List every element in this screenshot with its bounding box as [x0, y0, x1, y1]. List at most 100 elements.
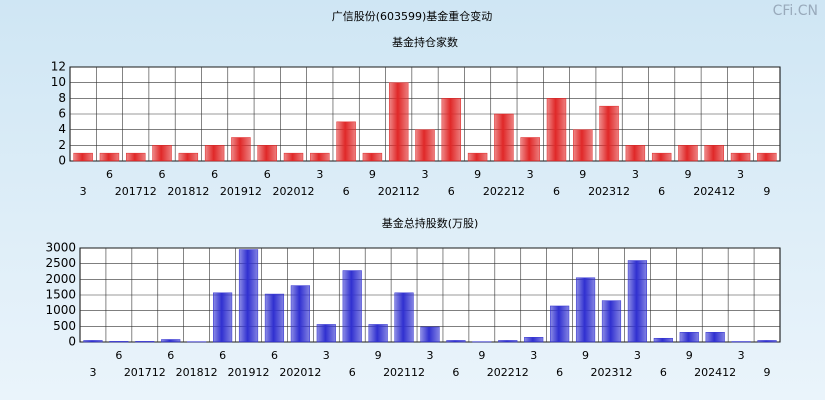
x-tick-label: 202312	[590, 366, 632, 379]
y-tick-label: 2000	[45, 272, 76, 286]
bar	[178, 152, 199, 162]
bar	[757, 152, 777, 162]
x-tick-label: 6	[211, 168, 218, 181]
bar	[730, 152, 751, 162]
bar	[446, 340, 466, 343]
x-tick-label: 6	[658, 185, 665, 198]
x-tick-label: 201912	[220, 185, 262, 198]
x-tick-label: 9	[579, 168, 586, 181]
bar	[441, 98, 462, 162]
x-tick-label: 3	[323, 349, 330, 362]
y-tick-label: 6	[58, 107, 66, 121]
x-tick-label: 202212	[487, 366, 529, 379]
x-tick-label: 9	[474, 168, 481, 181]
x-tick-label: 9	[369, 168, 376, 181]
bar	[213, 292, 233, 343]
y-tick-label: 0	[68, 335, 76, 349]
x-tick-label: 3	[530, 349, 537, 362]
x-tick-label: 9	[686, 349, 693, 362]
x-tick-label: 6	[448, 185, 455, 198]
bar	[368, 324, 388, 343]
page-title: 广信股份(603599)基金重仓变动	[332, 9, 493, 23]
bar	[126, 152, 146, 162]
bar	[161, 339, 181, 343]
y-tick-label: 3000	[45, 241, 76, 255]
bar	[152, 145, 172, 162]
bar	[524, 337, 544, 343]
x-tick-label: 9	[375, 349, 382, 362]
x-tick-label: 201812	[176, 366, 218, 379]
bar	[678, 145, 698, 162]
chart-subtitle: 基金总持股数(万股)	[382, 216, 479, 230]
bar	[420, 326, 440, 343]
x-tick-label: 3	[427, 349, 434, 362]
bar	[336, 121, 356, 162]
bar	[627, 260, 647, 343]
x-tick-label: 202412	[694, 366, 736, 379]
bar	[204, 145, 225, 162]
y-tick-label: 0	[58, 154, 66, 168]
x-tick-label: 3	[632, 168, 639, 181]
bar	[625, 145, 646, 162]
bar	[757, 340, 777, 343]
bar	[264, 293, 285, 343]
x-tick-label: 3	[634, 349, 641, 362]
x-tick-label: 6	[115, 349, 122, 362]
x-tick-label: 3	[527, 168, 534, 181]
x-tick-label: 202412	[693, 185, 735, 198]
x-tick-label: 3	[316, 168, 323, 181]
bar	[290, 285, 310, 343]
x-tick-label: 201712	[115, 185, 157, 198]
bar	[257, 145, 277, 162]
bar	[310, 152, 330, 162]
x-tick-label: 6	[219, 349, 226, 362]
bar	[601, 300, 622, 343]
x-tick-label: 6	[452, 366, 459, 379]
bar	[388, 82, 409, 162]
bar	[599, 105, 619, 162]
bar	[415, 129, 435, 162]
x-tick-label: 6	[264, 168, 271, 181]
chart-subtitle: 基金持仓家数	[392, 35, 458, 49]
bar	[651, 152, 672, 162]
x-tick-label: 201712	[124, 366, 166, 379]
bar	[573, 129, 593, 162]
bar	[705, 332, 725, 343]
x-tick-label: 9	[763, 185, 770, 198]
x-tick-label: 3	[422, 168, 429, 181]
bar	[394, 292, 414, 343]
x-tick-label: 6	[159, 168, 166, 181]
y-tick-label: 12	[51, 60, 66, 74]
bar	[342, 270, 362, 343]
x-tick-label: 6	[660, 366, 667, 379]
bar	[238, 249, 259, 343]
x-tick-label: 6	[271, 349, 278, 362]
y-tick-label: 2500	[45, 256, 76, 270]
bar	[73, 152, 93, 162]
bar	[231, 137, 251, 162]
x-tick-label: 6	[556, 366, 563, 379]
x-tick-label: 3	[738, 349, 745, 362]
bar	[109, 341, 129, 343]
x-tick-label: 202012	[273, 185, 315, 198]
y-tick-label: 8	[58, 91, 66, 105]
bar	[135, 341, 155, 343]
x-tick-label: 3	[89, 366, 96, 379]
y-tick-label: 500	[53, 319, 76, 333]
bar	[546, 98, 567, 162]
x-tick-label: 202212	[483, 185, 525, 198]
bar	[653, 337, 673, 343]
x-tick-label: 202112	[378, 185, 420, 198]
bar	[498, 340, 518, 343]
y-tick-label: 2	[58, 138, 66, 152]
x-tick-label: 3	[80, 185, 87, 198]
bar	[494, 113, 514, 162]
bar	[550, 305, 570, 343]
bar	[316, 324, 336, 343]
x-tick-label: 9	[684, 168, 691, 181]
bar	[575, 277, 596, 343]
x-tick-label: 9	[764, 366, 771, 379]
y-tick-label: 4	[58, 122, 66, 136]
bar	[83, 340, 103, 343]
